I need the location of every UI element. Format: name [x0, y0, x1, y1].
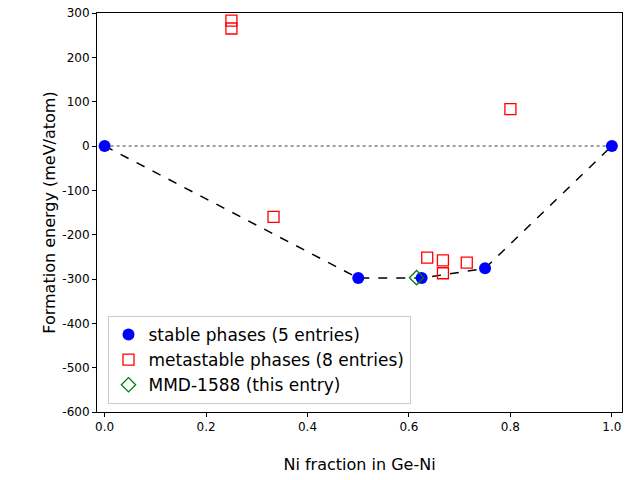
svg-text:0.2: 0.2: [197, 420, 216, 434]
svg-text:0.8: 0.8: [501, 420, 520, 434]
svg-text:0.0: 0.0: [95, 420, 114, 434]
svg-text:-100: -100: [62, 184, 89, 198]
svg-text:Ni fraction in Ge-Ni: Ni fraction in Ge-Ni: [283, 455, 435, 474]
svg-text:-400: -400: [62, 317, 89, 331]
svg-text:100: 100: [67, 95, 90, 109]
svg-text:0.6: 0.6: [399, 420, 418, 434]
svg-text:-300: -300: [62, 272, 89, 286]
svg-text:MMD-1588 (this entry): MMD-1588 (this entry): [149, 375, 341, 395]
svg-text:0.4: 0.4: [298, 420, 317, 434]
svg-text:stable phases (5 entries): stable phases (5 entries): [149, 325, 360, 345]
svg-text:-500: -500: [62, 361, 89, 375]
svg-text:metastable phases (8 entries): metastable phases (8 entries): [149, 350, 404, 370]
svg-text:Formation energy (meV/atom): Formation energy (meV/atom): [40, 91, 59, 333]
svg-text:200: 200: [67, 51, 90, 65]
svg-text:1.0: 1.0: [602, 420, 621, 434]
svg-text:-200: -200: [62, 228, 89, 242]
svg-text:300: 300: [67, 6, 90, 20]
svg-text:0: 0: [82, 139, 90, 153]
svg-text:-600: -600: [62, 405, 89, 419]
